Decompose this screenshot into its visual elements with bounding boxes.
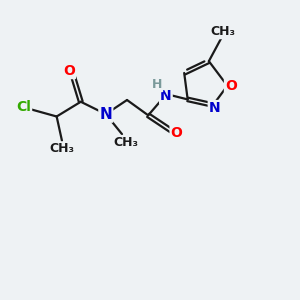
- Text: H: H: [152, 78, 162, 91]
- Text: Cl: Cl: [16, 100, 31, 114]
- Text: N: N: [209, 101, 220, 115]
- Text: O: O: [63, 64, 75, 78]
- Text: CH₃: CH₃: [50, 142, 74, 155]
- Text: N: N: [99, 106, 112, 122]
- Text: O: O: [225, 79, 237, 93]
- Text: N: N: [160, 89, 172, 103]
- Text: CH₃: CH₃: [210, 25, 235, 38]
- Text: O: O: [170, 126, 182, 140]
- Text: CH₃: CH₃: [113, 136, 138, 149]
